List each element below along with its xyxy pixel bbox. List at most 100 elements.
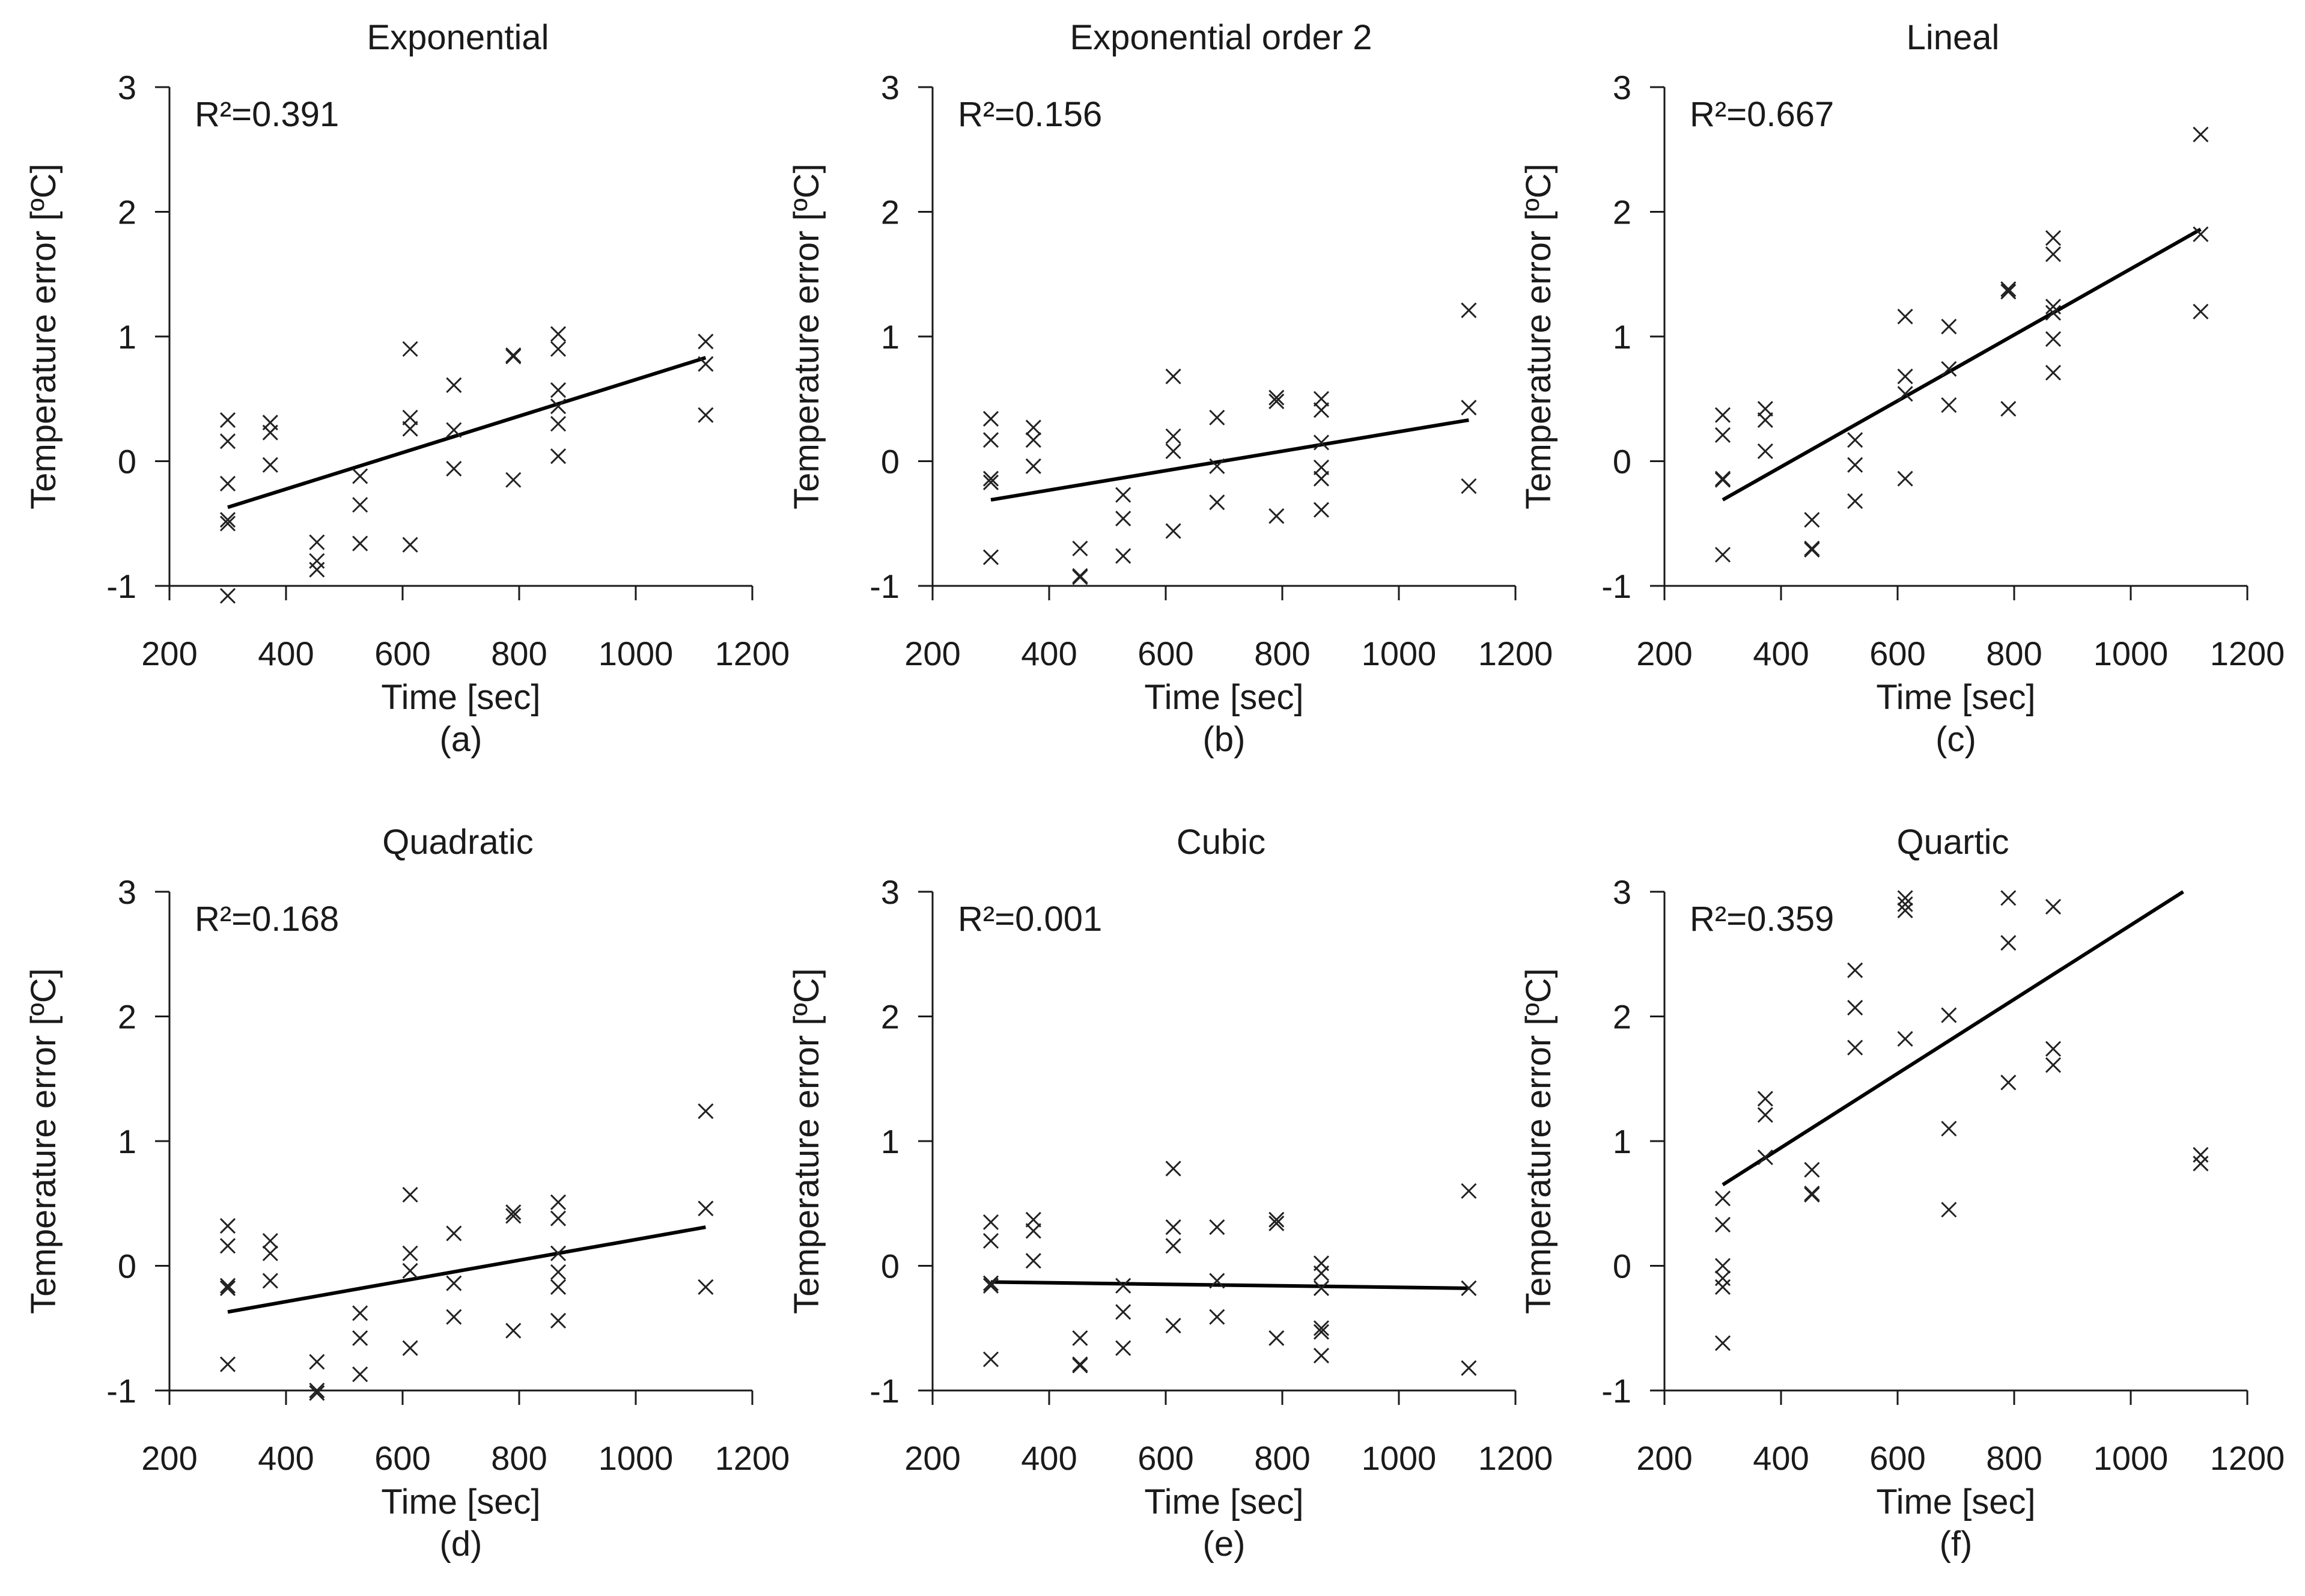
data-point — [1461, 1360, 1477, 1376]
data-point — [219, 1280, 236, 1296]
data-point — [1804, 1187, 1820, 1203]
chart-panel: Quartic -1 0 1 2 3 200 400 600 800 1000 1200 Time [s… — [1519, 823, 2285, 1564]
panel-label: (f) — [1940, 1524, 1973, 1564]
data-point — [550, 1245, 567, 1261]
x-tick-label: 800 — [1986, 1439, 2042, 1477]
r-squared-label: R²=0.667 — [1690, 95, 1834, 134]
chart-title: Exponential — [367, 18, 549, 57]
x-axis-label: Time [sec] — [1876, 678, 2035, 717]
x-tick-label: 400 — [1021, 1439, 1077, 1477]
data-point — [1115, 1278, 1131, 1294]
chart-panel: Exponential order 2 -1 0 1 2 3 200 400 600 800 100… — [787, 18, 1553, 759]
data-point — [1268, 508, 1285, 524]
fit-line — [1722, 227, 2202, 502]
data-point — [982, 1275, 999, 1291]
data-point — [1847, 1040, 1863, 1056]
data-point — [1897, 471, 1913, 487]
data-point — [505, 1208, 522, 1224]
y-axis-label: Temperature error [ºC] — [787, 163, 826, 510]
data-point — [219, 1238, 236, 1254]
data-point — [1313, 1320, 1330, 1336]
y-axis-label: Temperature error [ºC] — [24, 968, 63, 1314]
data-point — [982, 432, 999, 448]
chart-title: Cubic — [1177, 823, 1265, 862]
data-point — [1757, 401, 1773, 417]
data-point — [1804, 541, 1820, 558]
data-point — [1025, 1253, 1041, 1269]
data-point — [2045, 365, 2062, 381]
x-tick-label: 1000 — [598, 635, 674, 672]
data-point — [1313, 402, 1330, 418]
data-point — [1714, 427, 1731, 443]
data-point — [1209, 1309, 1225, 1325]
data-point — [1165, 443, 1181, 459]
data-point — [2000, 284, 2017, 300]
data-point — [1313, 502, 1330, 518]
data-point — [1714, 1258, 1731, 1274]
data-point — [309, 1385, 325, 1401]
data-point — [446, 1225, 462, 1241]
data-point — [1209, 1273, 1225, 1289]
data-point — [698, 407, 714, 423]
data-point — [1897, 368, 1913, 385]
data-point — [1313, 1324, 1330, 1340]
data-point — [1268, 389, 1285, 406]
fit-line — [990, 418, 1469, 502]
data-point — [982, 1351, 999, 1368]
fit-line — [990, 1280, 1469, 1290]
data-point — [219, 1356, 236, 1372]
data-point — [1313, 1280, 1330, 1296]
x-tick-label: 400 — [258, 635, 314, 672]
data-point — [1115, 1340, 1131, 1356]
data-point — [402, 537, 418, 553]
x-tick-label: 200 — [904, 1439, 960, 1477]
data-point — [1313, 434, 1330, 451]
x-tick-label: 1000 — [598, 1439, 674, 1477]
data-point — [2000, 935, 2017, 951]
data-point — [1461, 302, 1477, 318]
data-point — [2000, 401, 2017, 417]
data-point — [219, 1278, 236, 1294]
data-point — [219, 475, 236, 492]
data-point — [352, 497, 368, 513]
data-point — [1209, 494, 1225, 511]
data-point — [309, 1382, 325, 1399]
r-squared-label: R²=0.001 — [958, 900, 1102, 939]
y-tick-label: 3 — [118, 873, 136, 911]
y-tick-label: -1 — [1601, 1372, 1631, 1410]
data-point — [2000, 281, 2017, 297]
data-point — [550, 1194, 567, 1210]
data-point — [1025, 432, 1041, 448]
x-tick-label: 800 — [491, 635, 547, 672]
data-point — [1165, 1318, 1181, 1334]
data-point — [1897, 386, 1913, 402]
data-point — [352, 1305, 368, 1321]
data-point — [446, 422, 462, 438]
data-point — [550, 382, 567, 398]
x-tick-label: 400 — [258, 1439, 314, 1477]
r-squared-label: R²=0.359 — [1690, 900, 1834, 939]
data-point — [1757, 1091, 1773, 1107]
data-point — [982, 549, 999, 565]
data-point — [262, 1232, 278, 1249]
x-axis-label: Time [sec] — [381, 678, 540, 717]
x-tick-label: 600 — [374, 1439, 430, 1477]
data-point — [1804, 511, 1820, 528]
y-tick-label: 2 — [118, 998, 136, 1036]
data-point — [2193, 1156, 2209, 1172]
data-point — [2045, 331, 2062, 347]
x-tick-label: 1200 — [2210, 635, 2285, 672]
y-tick-label: -1 — [106, 1372, 136, 1410]
x-tick-label: 800 — [1254, 1439, 1310, 1477]
data-point — [219, 511, 236, 528]
data-point — [1313, 391, 1330, 407]
data-point — [1714, 1335, 1731, 1351]
data-point — [1072, 540, 1088, 556]
data-point — [1268, 393, 1285, 409]
data-point — [1461, 1183, 1477, 1199]
r-squared-label: R²=0.391 — [195, 95, 339, 134]
data-point — [1714, 1270, 1731, 1287]
y-tick-label: 3 — [881, 873, 900, 911]
panel-label: (d) — [440, 1524, 483, 1564]
data-point — [1461, 400, 1477, 416]
